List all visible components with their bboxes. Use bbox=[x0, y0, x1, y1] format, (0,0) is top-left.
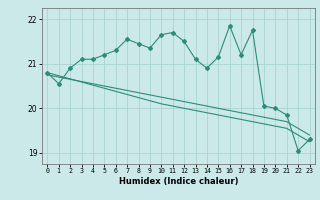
X-axis label: Humidex (Indice chaleur): Humidex (Indice chaleur) bbox=[119, 177, 238, 186]
